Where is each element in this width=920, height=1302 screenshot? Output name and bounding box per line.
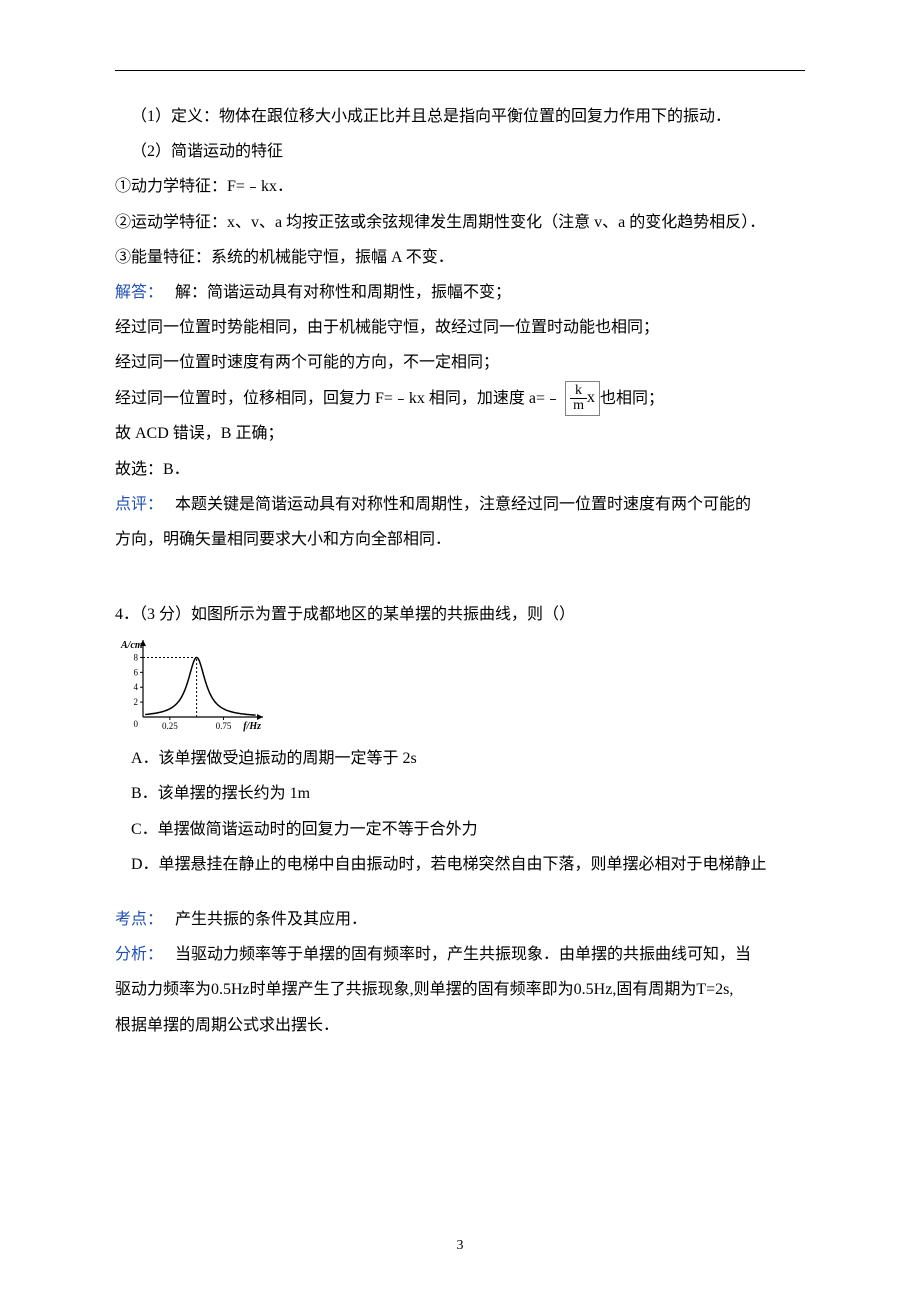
svg-text:4: 4 (134, 682, 139, 692)
fenxi-line-1: 分析： 当驱动力频率等于单摆的固有频率时，产生共振现象．由单摆的共振曲线可知，当 (115, 937, 805, 972)
page-number: 3 (0, 1231, 920, 1262)
svg-text:f/Hz: f/Hz (243, 721, 261, 732)
fraction-numerator: k (570, 384, 587, 399)
fenxi-line-2: 驱动力频率为0.5Hz时单摆产生了共振现象,则单摆的固有频率即为0.5Hz,固有… (115, 972, 805, 1007)
question-4: 4．（3 分）如图所示为置于成都地区的某单摆的共振曲线，则（） 2 4 6 8 0.25… (115, 597, 805, 1043)
review-line-1: 点评： 本题关键是简谐运动具有对称性和周期性，注意经过同一位置时速度有两个可能的 (115, 487, 805, 522)
fraction: k m (570, 384, 587, 413)
kaodian-label: 考点： (115, 911, 163, 928)
fraction-box: k m x (565, 381, 600, 416)
kaodian-text: 产生共振的条件及其应用． (175, 911, 367, 928)
section-gap (115, 557, 805, 587)
page: （1）定义：物体在跟位移大小成正比并且总是指向平衡位置的回复力作用下的振动． （… (0, 0, 920, 1302)
solution-line-4: 经过同一位置时，位移相同，回复力 F=﹣kx 相同，加速度 a=﹣ k m x … (115, 381, 805, 417)
solution-text-4a: 经过同一位置时，位移相同，回复力 F=﹣kx 相同，加速度 a=﹣ (115, 390, 561, 407)
svg-text:0.25: 0.25 (162, 721, 178, 731)
solution-text-1: 解：简谐运动具有对称性和周期性，振幅不变； (175, 284, 511, 301)
fraction-denominator: m (570, 399, 587, 413)
fraction-suffix: x (587, 390, 595, 407)
solution-text-4b: 也相同； (600, 390, 664, 407)
circled-2: ② (115, 214, 131, 231)
definition-line: （1）定义：物体在跟位移大小成正比并且总是指向平衡位置的回复力作用下的振动． (115, 99, 805, 134)
circled-3: ③ (115, 249, 131, 266)
svg-text:2: 2 (134, 697, 139, 707)
solution-line-1: 解答： 解：简谐运动具有对称性和周期性，振幅不变； (115, 275, 805, 310)
solution-line-2: 经过同一位置时势能相同，由于机械能守恒，故经过同一位置时动能也相同； (115, 310, 805, 345)
resonance-chart: 2 4 6 8 0.25 0.75 0 A/cm f/Hz (115, 638, 805, 733)
resonance-chart-svg: 2 4 6 8 0.25 0.75 0 A/cm f/Hz (115, 638, 265, 733)
feature-2: ②运动学特征：x、v、a 均按正弦或余弦规律发生周期性变化（注意 v、a 的变化… (115, 205, 805, 240)
q4-stem: 4．（3 分）如图所示为置于成都地区的某单摆的共振曲线，则（） (115, 597, 805, 632)
svg-text:0.75: 0.75 (216, 721, 232, 731)
feature-3-text: 能量特征：系统的机械能守恒，振幅 A 不变． (131, 249, 454, 266)
solution-line-5: 故 ACD 错误，B 正确； (115, 416, 805, 451)
kaodian-line: 考点： 产生共振的条件及其应用． (115, 902, 805, 937)
solution-label: 解答： (115, 284, 163, 301)
features-heading: （2）简谐运动的特征 (115, 134, 805, 169)
feature-3: ③能量特征：系统的机械能守恒，振幅 A 不变． (115, 240, 805, 275)
review-label: 点评： (115, 496, 163, 513)
review-line-2: 方向，明确矢量相同要求大小和方向全部相同． (115, 522, 805, 557)
gap (115, 882, 805, 902)
top-divider (115, 70, 805, 71)
fenxi-label: 分析： (115, 946, 163, 963)
review-text-1: 本题关键是简谐运动具有对称性和周期性，注意经过同一位置时速度有两个可能的 (175, 496, 751, 513)
fenxi-line-3: 根据单摆的周期公式求出摆长． (115, 1008, 805, 1043)
feature-1: ①动力学特征：F=﹣kx． (115, 169, 805, 204)
solution-line-3: 经过同一位置时速度有两个可能的方向，不一定相同； (115, 345, 805, 380)
q4-option-c: C．单摆做简谐运动时的回复力一定不等于合外力 (115, 812, 805, 847)
q4-option-b: B．该单摆的摆长约为 1m (115, 776, 805, 811)
feature-1-text: 动力学特征：F=﹣kx． (131, 178, 293, 195)
svg-text:8: 8 (134, 653, 139, 663)
svg-text:6: 6 (134, 668, 139, 678)
solution-line-6: 故选：B． (115, 452, 805, 487)
q4-option-d: D．单摆悬挂在静止的电梯中自由振动时，若电梯突然自由下落，则单摆必相对于电梯静止 (115, 847, 805, 882)
feature-2-text: 运动学特征：x、v、a 均按正弦或余弦规律发生周期性变化（注意 v、a 的变化趋… (131, 214, 765, 231)
circled-1: ① (115, 178, 131, 195)
svg-text:A/cm: A/cm (120, 640, 143, 651)
q4-option-a: A．该单摆做受迫振动的周期一定等于 2s (115, 741, 805, 776)
svg-text:0: 0 (134, 719, 139, 729)
fenxi-text-1: 当驱动力频率等于单摆的固有频率时，产生共振现象．由单摆的共振曲线可知，当 (175, 946, 751, 963)
